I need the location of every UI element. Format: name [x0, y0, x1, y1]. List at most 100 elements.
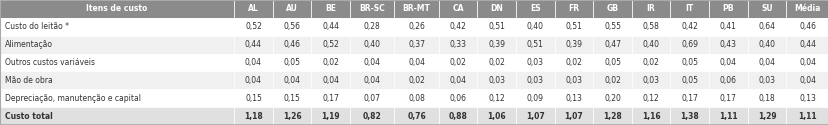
Text: 0,47: 0,47 — [604, 40, 620, 49]
Text: 0,07: 0,07 — [363, 94, 380, 103]
Bar — [438, 107, 477, 125]
Bar — [349, 0, 394, 18]
Bar — [233, 54, 272, 71]
Text: 0,06: 0,06 — [449, 94, 466, 103]
Text: 0,04: 0,04 — [244, 58, 262, 67]
Bar — [349, 89, 394, 107]
Bar — [272, 54, 311, 71]
Bar — [233, 0, 272, 18]
Bar — [670, 71, 708, 89]
Text: 0,40: 0,40 — [642, 40, 659, 49]
Bar — [593, 71, 631, 89]
Text: IR: IR — [646, 4, 655, 13]
Text: 1,11: 1,11 — [797, 112, 816, 121]
Text: 0,58: 0,58 — [642, 22, 659, 31]
Bar — [272, 36, 311, 54]
Text: Custo total: Custo total — [5, 112, 53, 121]
Text: 0,13: 0,13 — [798, 94, 815, 103]
Text: Itens de custo: Itens de custo — [86, 4, 147, 13]
Text: 0,39: 0,39 — [565, 40, 582, 49]
Text: 0,37: 0,37 — [407, 40, 425, 49]
Text: 1,07: 1,07 — [564, 112, 583, 121]
Text: BR-MT: BR-MT — [402, 4, 430, 13]
Text: Mão de obra: Mão de obra — [5, 76, 53, 85]
Text: GB: GB — [606, 4, 618, 13]
Bar — [438, 54, 477, 71]
Text: 0,18: 0,18 — [758, 94, 774, 103]
Text: 0,05: 0,05 — [681, 76, 697, 85]
Text: 0,03: 0,03 — [642, 76, 659, 85]
Bar — [311, 89, 349, 107]
Text: 0,04: 0,04 — [244, 76, 262, 85]
Text: 0,15: 0,15 — [245, 94, 262, 103]
Bar — [0, 54, 233, 71]
Bar — [785, 71, 828, 89]
Text: 0,04: 0,04 — [363, 58, 380, 67]
Text: 0,28: 0,28 — [363, 22, 380, 31]
Bar — [785, 107, 828, 125]
Bar — [747, 89, 785, 107]
Bar — [477, 71, 515, 89]
Bar — [747, 54, 785, 71]
Bar — [708, 54, 747, 71]
Text: 0,55: 0,55 — [604, 22, 620, 31]
Text: 0,88: 0,88 — [448, 112, 467, 121]
Bar — [515, 71, 554, 89]
Bar — [747, 18, 785, 36]
Bar — [0, 36, 233, 54]
Text: 0,51: 0,51 — [527, 40, 543, 49]
Bar — [708, 71, 747, 89]
Text: AU: AU — [286, 4, 297, 13]
Bar — [631, 107, 670, 125]
Bar — [515, 36, 554, 54]
Text: 0,09: 0,09 — [526, 94, 543, 103]
Text: 0,02: 0,02 — [488, 58, 504, 67]
Bar — [785, 36, 828, 54]
Bar — [515, 18, 554, 36]
Text: 0,46: 0,46 — [283, 40, 301, 49]
Text: 0,69: 0,69 — [681, 40, 697, 49]
Text: Outros custos variáveis: Outros custos variáveis — [5, 58, 95, 67]
Text: FR: FR — [568, 4, 579, 13]
Bar — [0, 71, 233, 89]
Bar — [708, 89, 747, 107]
Bar — [438, 18, 477, 36]
Bar — [311, 18, 349, 36]
Text: 0,04: 0,04 — [798, 58, 815, 67]
Text: 0,17: 0,17 — [719, 94, 736, 103]
Bar — [438, 89, 477, 107]
Bar — [631, 36, 670, 54]
Text: 0,04: 0,04 — [758, 58, 774, 67]
Text: 0,56: 0,56 — [283, 22, 301, 31]
Text: 1,16: 1,16 — [641, 112, 660, 121]
Text: ES: ES — [529, 4, 540, 13]
Text: 0,03: 0,03 — [526, 76, 543, 85]
Bar — [394, 107, 438, 125]
Bar — [515, 54, 554, 71]
Bar — [272, 18, 311, 36]
Text: 0,40: 0,40 — [363, 40, 380, 49]
Text: 0,02: 0,02 — [322, 58, 339, 67]
Text: 0,02: 0,02 — [604, 76, 620, 85]
Text: 0,04: 0,04 — [449, 76, 466, 85]
Bar — [554, 71, 593, 89]
Bar — [0, 107, 233, 125]
Text: 0,17: 0,17 — [681, 94, 697, 103]
Bar — [349, 54, 394, 71]
Text: 0,12: 0,12 — [488, 94, 504, 103]
Text: BE: BE — [325, 4, 336, 13]
Text: Alimentação: Alimentação — [5, 40, 53, 49]
Bar — [670, 18, 708, 36]
Bar — [515, 0, 554, 18]
Text: 0,17: 0,17 — [322, 94, 339, 103]
Text: 0,04: 0,04 — [283, 76, 301, 85]
Bar — [708, 36, 747, 54]
Bar — [311, 107, 349, 125]
Text: 0,04: 0,04 — [363, 76, 380, 85]
Text: 0,44: 0,44 — [322, 22, 339, 31]
Bar — [394, 0, 438, 18]
Bar — [554, 18, 593, 36]
Text: 0,13: 0,13 — [565, 94, 581, 103]
Text: Média: Média — [793, 4, 820, 13]
Text: 0,04: 0,04 — [719, 58, 736, 67]
